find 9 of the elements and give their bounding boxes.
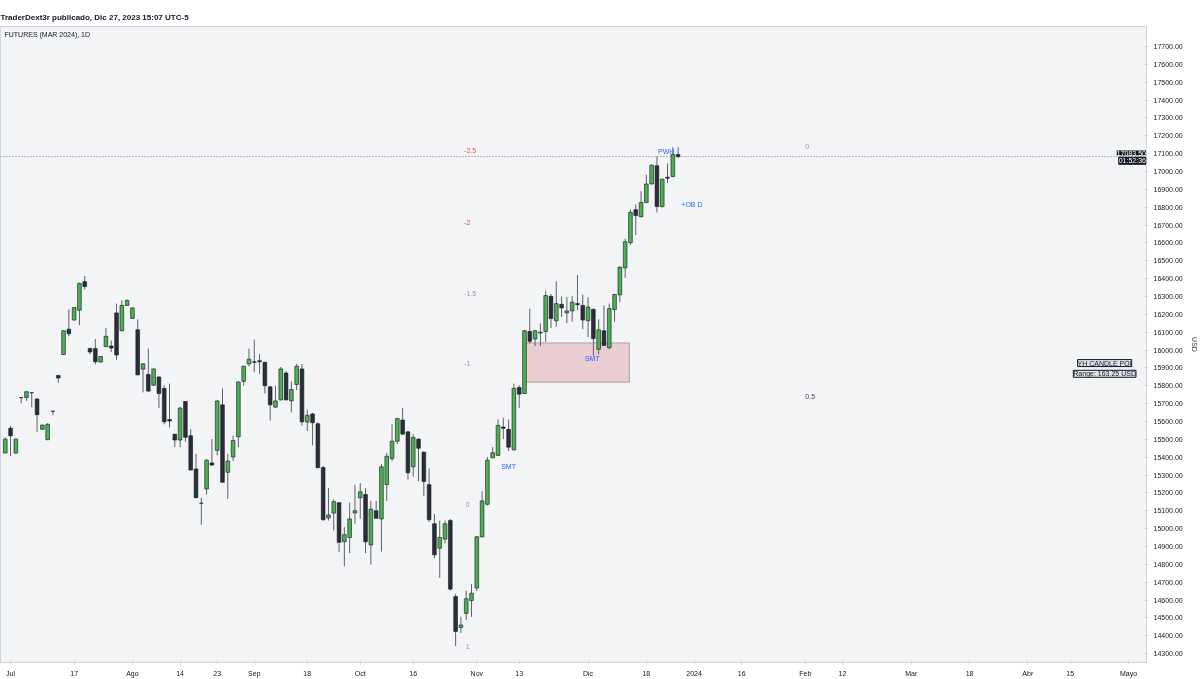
candlestick bbox=[352, 484, 358, 525]
candlestick bbox=[8, 425, 13, 457]
candlestick bbox=[199, 497, 204, 526]
candlestick bbox=[665, 162, 670, 184]
chart-title: TraderDext3r publicado, Dic 27, 2023 15:07 UTC-5 bbox=[0, 12, 190, 22]
candlestick bbox=[34, 397, 40, 433]
candlestick bbox=[230, 435, 236, 462]
candlestick bbox=[50, 410, 56, 416]
candlestick bbox=[262, 361, 268, 394]
